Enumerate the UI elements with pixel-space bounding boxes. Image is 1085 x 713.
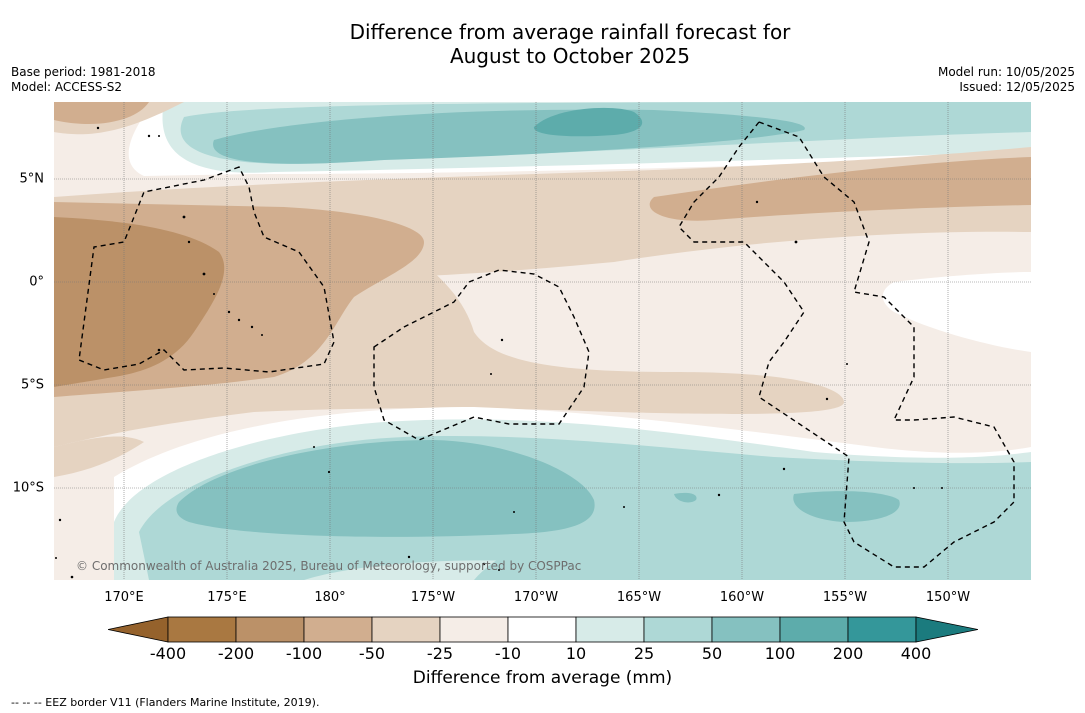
eez-tuvalu-kiribati-west: [78, 166, 335, 373]
eez-borders: [78, 121, 1015, 568]
model-run-label: Model run: 10/05/2025: [937, 65, 1075, 79]
chart-title: Difference from average rainfall forecas…: [0, 20, 1085, 68]
colorbar-segment: [711, 616, 781, 643]
longitude-tick: 150°W: [925, 590, 971, 605]
longitude-tick: 165°W: [616, 590, 662, 605]
meta-right: Model run: 10/05/2025 Issued: 12/05/2025: [938, 65, 1075, 95]
south-teal-25-bottom: [474, 546, 599, 580]
longitude-tick: 170°E: [104, 590, 144, 605]
copyright-notice: © Commonwealth of Australia 2025, Bureau…: [76, 559, 582, 573]
islands: [55, 126, 943, 579]
latitude-tick: 10°S: [12, 480, 44, 496]
base-period-label: Base period: 1981-2018: [11, 65, 156, 79]
colorbar-segment: [303, 616, 373, 643]
colorbar-tick-label: 50: [701, 644, 723, 663]
south-teal-50-east: [793, 491, 900, 522]
colorbar-over-arrow: [915, 616, 978, 643]
northwest-brown-2: [54, 102, 149, 124]
longitude-tick: 170°W: [513, 590, 559, 605]
longitude-tick: 175°E: [207, 590, 247, 605]
longitude-tick: 175°W: [410, 590, 456, 605]
colorbar-tick-label: 400: [900, 644, 932, 663]
eez-line-islands-2: [678, 121, 850, 458]
longitude-tick: 180°: [314, 590, 346, 605]
title-line-2: August to October 2025: [449, 44, 691, 68]
colorbar: [108, 616, 978, 643]
colorbar-tick-label: -50: [358, 644, 386, 663]
south-teal-50-small: [674, 492, 697, 503]
colorbar-segment: [167, 616, 237, 643]
latitude-tick: 5°S: [20, 377, 44, 393]
north-teal-50: [213, 109, 805, 164]
colorbar-segment: [643, 616, 713, 643]
colorbar-tick-label: -100: [285, 644, 323, 663]
model-label: Model: ACCESS-S2: [11, 80, 123, 94]
colorbar-segment: [779, 616, 849, 643]
longitude-tick: 160°W: [719, 590, 765, 605]
eez-line-islands: [758, 121, 1015, 568]
colorbar-tick-label: 10: [565, 644, 587, 663]
latitude-tick: 5°N: [19, 171, 45, 187]
longitude-tick: 155°W: [822, 590, 868, 605]
colorbar-tick-label: -400: [149, 644, 187, 663]
colorbar-tick-label: 200: [832, 644, 864, 663]
south-teal-50: [176, 440, 595, 537]
colorbar-under-arrow: [108, 616, 169, 643]
graticule: [54, 102, 1031, 580]
colorbar-segment: [371, 616, 441, 643]
latitude-tick: 0°: [29, 274, 44, 290]
colorbar-title: Difference from average (mm): [412, 668, 673, 688]
colorbar-segment: [507, 616, 577, 643]
colorbar-tick-label: 100: [764, 644, 796, 663]
southwest-brown: [54, 436, 144, 477]
south-teal-25-bottom-east: [694, 574, 784, 580]
issued-label: Issued: 12/05/2025: [959, 80, 1075, 94]
title-line-1: Difference from average rainfall forecas…: [349, 20, 791, 44]
colorbar-segment: [235, 616, 305, 643]
colorbar-segment: [575, 616, 645, 643]
north-teal-100: [533, 107, 643, 137]
western-brown-200: [54, 217, 225, 387]
north-brown-stripe-2: [649, 157, 1031, 221]
map-svg: [54, 102, 1031, 580]
colorbar-tick-label: -200: [217, 644, 255, 663]
colorbar-segment: [439, 616, 509, 643]
colorbar-tick-label: -10: [494, 644, 522, 663]
eez-border-note: -- -- -- EEZ border V11 (Flanders Marine…: [11, 696, 320, 709]
rainfall-map: [54, 102, 1031, 580]
colorbar-tick-label: 25: [633, 644, 655, 663]
meta-left: Base period: 1981-2018 Model: ACCESS-S2: [11, 65, 156, 95]
eez-tokelau: [373, 269, 590, 441]
colorbar-tick-label: -25: [426, 644, 454, 663]
east-white-lens: [882, 272, 1031, 352]
colorbar-segment: [847, 616, 917, 643]
